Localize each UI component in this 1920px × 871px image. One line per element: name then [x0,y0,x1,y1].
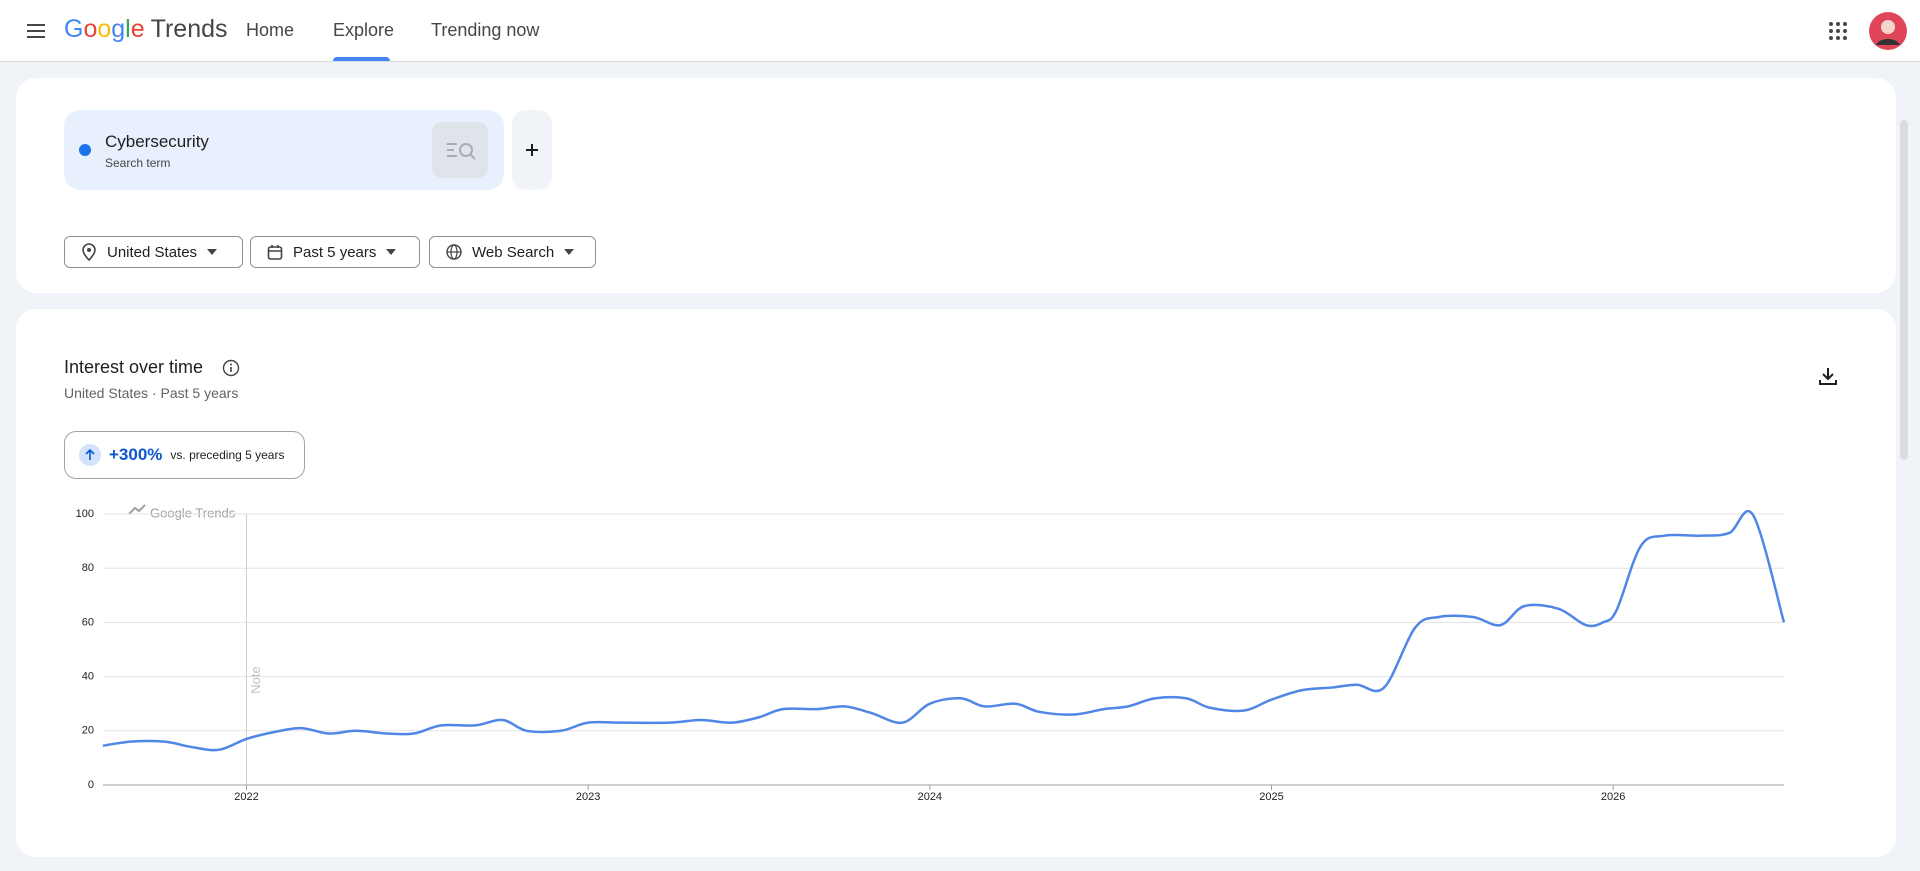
nav-home[interactable]: Home [246,20,295,40]
subtitle-region: United States [64,385,149,401]
logo-product: Trends [150,15,228,43]
property-filter[interactable]: Web Search [429,236,596,268]
y-tick-label: 40 [82,671,94,683]
term-search-icon[interactable] [432,122,488,178]
logo-brand: Google [64,15,145,44]
x-tick-label: 2024 [918,791,942,803]
logo-letter: l [125,15,131,43]
section-subtitle: United States · Past 5 years [64,385,239,401]
logo-letter: g [111,15,126,43]
search-term: Cybersecurity [105,132,209,151]
term-color-dot [79,144,91,156]
section-title: Interest over time [64,357,204,377]
interest-card [16,309,1896,857]
filter-label: Past 5 years [293,243,377,261]
nav-explore[interactable]: Explore [333,20,395,40]
y-tick-label: 0 [88,779,94,791]
trend-up-icon [79,444,101,466]
change-value: +300% [109,445,163,464]
time-filter[interactable]: Past 5 years [250,236,420,268]
trend-line [102,510,1786,752]
logo-letter: G [64,15,84,43]
download-button[interactable] [1816,364,1840,388]
account-avatar[interactable] [1868,11,1908,51]
change-summary: +300% vs. preceding 5 years [64,431,305,479]
x-tick-label: 2025 [1259,791,1283,803]
info-icon[interactable] [222,359,240,377]
logo[interactable]: Google Trends [64,15,228,44]
filter-label: Web Search [472,243,555,261]
x-tick-label: 2023 [576,791,600,803]
search-term-kind: Search term [105,156,171,170]
logo-letter: o [97,15,112,43]
menu-button[interactable] [24,19,48,43]
x-tick-label: 2026 [1601,791,1625,803]
top-bar: Google Trends Home Explore Trending now [0,0,1920,62]
y-tick-label: 100 [76,508,94,520]
y-tick-label: 80 [82,562,94,574]
interest-chart: Google Trends 0 20 40 60 80 100 2022 2023 2024 20… [76,504,1786,803]
nav-active-indicator [333,57,390,61]
watermark: Google Trends [150,505,236,520]
search-term-chip[interactable]: Cybersecurity Search term [64,110,504,190]
x-tick-label: 2022 [234,791,258,803]
filter-label: United States [107,243,198,261]
apps-button[interactable] [1826,19,1850,43]
add-term-button[interactable] [512,110,552,190]
watermark-icon [128,504,146,515]
nav-trending[interactable]: Trending now [431,20,540,40]
location-filter[interactable]: United States [64,236,243,268]
y-tick-label: 20 [82,725,94,737]
logo-letter: o [83,15,98,43]
scrollbar[interactable] [1900,120,1908,460]
annotation-label: Note [248,666,263,693]
change-label: vs. preceding 5 years [170,448,285,462]
y-tick-label: 60 [82,616,94,628]
subtitle-period: Past 5 years [160,385,239,401]
logo-letter: e [130,15,145,43]
